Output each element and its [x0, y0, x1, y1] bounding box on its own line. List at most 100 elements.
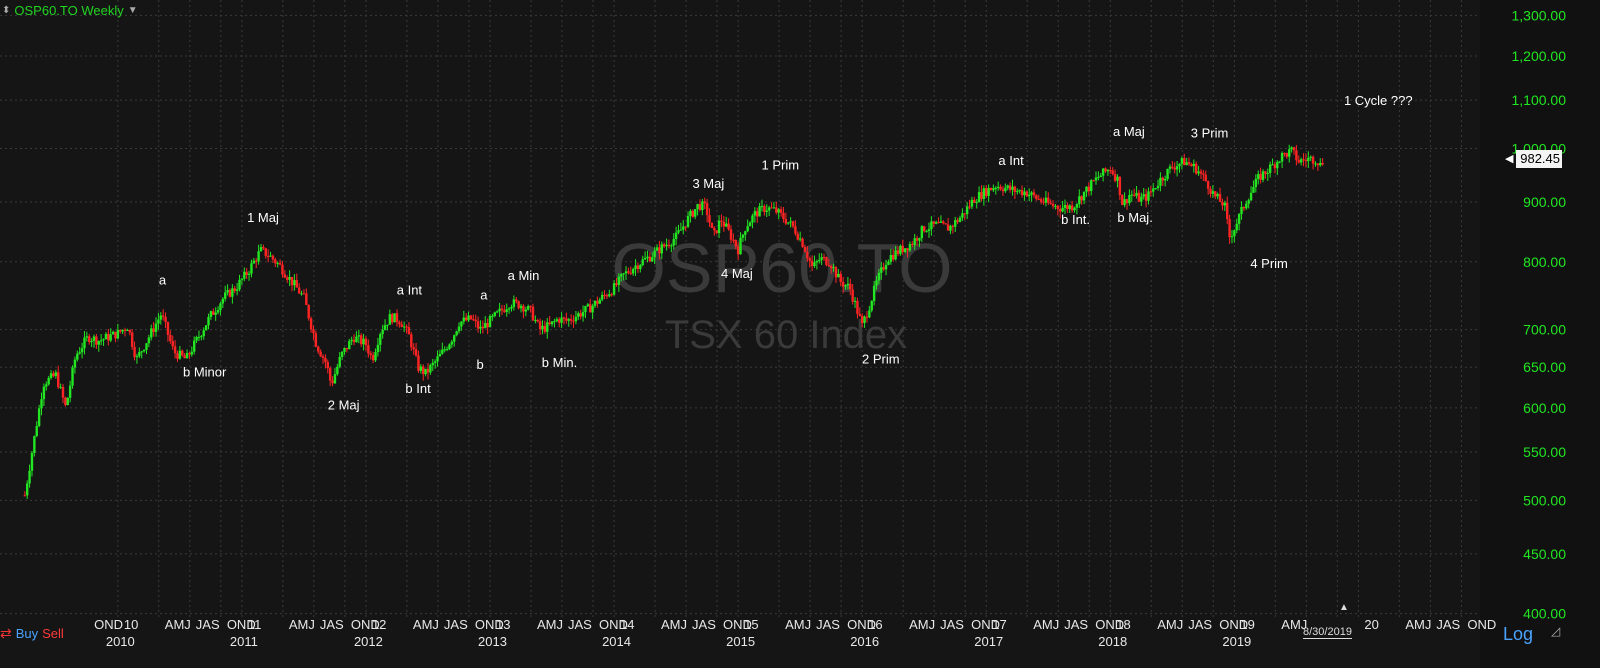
candle-body	[386, 324, 389, 326]
candle-body	[1295, 150, 1298, 161]
candle-body	[729, 229, 733, 240]
candle-body	[391, 314, 394, 323]
candle-body	[319, 351, 322, 357]
x-tick-label: AMJ	[661, 617, 687, 632]
candle-body	[121, 329, 124, 332]
symbol-title[interactable]: ⬍ OSP60.TO Weekly ▼	[2, 2, 138, 18]
candle-body	[66, 397, 69, 406]
candle-body	[314, 333, 318, 347]
candle-body	[894, 250, 897, 260]
candle-body	[631, 269, 635, 274]
candle-body	[23, 495, 27, 497]
candle-body	[1032, 192, 1036, 196]
candle-body	[1020, 190, 1024, 196]
resize-corner-icon[interactable]: ◿	[1551, 624, 1561, 638]
candle-body	[915, 238, 919, 241]
candle-body	[963, 213, 966, 215]
candle-body	[126, 329, 129, 331]
chevron-down-icon[interactable]: ▼	[127, 4, 138, 16]
candle-body	[1030, 192, 1033, 195]
candle-body	[88, 336, 91, 343]
log-scale-toggle[interactable]: Log	[1503, 624, 1534, 644]
candle-body	[1173, 167, 1176, 170]
candle-body	[674, 232, 678, 240]
candle-body	[1185, 162, 1188, 166]
trade-arrows-icon[interactable]: ⇄	[0, 624, 12, 641]
candle-body	[1211, 191, 1215, 194]
candle-body	[95, 336, 98, 345]
candle-body	[436, 356, 439, 362]
candle-body	[975, 202, 978, 204]
candle-body	[37, 408, 41, 426]
buy-button[interactable]: Buy	[15, 625, 39, 641]
candle-body	[150, 328, 153, 338]
candle-body	[822, 257, 826, 259]
candle-body	[806, 252, 809, 259]
candle-body	[350, 339, 353, 342]
candle-body	[128, 329, 131, 333]
candle-body	[364, 338, 368, 346]
candle-body	[1204, 174, 1207, 182]
symbol-label[interactable]: OSP60.TO Weekly	[14, 2, 124, 18]
candle-body	[42, 386, 46, 400]
candle-body	[443, 349, 446, 351]
candle-body	[161, 315, 165, 317]
x-tick-label: JAS	[1064, 617, 1088, 632]
candle-body	[1130, 194, 1133, 196]
candle-body	[856, 300, 859, 314]
candle-body	[944, 223, 947, 225]
candle-body	[321, 356, 325, 358]
candle-body	[324, 357, 327, 363]
candle-body	[756, 211, 759, 217]
candle-body	[973, 199, 976, 203]
candle-body	[216, 310, 220, 313]
candle-body	[1061, 207, 1064, 212]
candle-body	[1221, 201, 1224, 206]
candle-body	[1008, 185, 1012, 190]
candle-body	[448, 344, 451, 350]
sell-button[interactable]: Sell	[42, 625, 64, 641]
wave-label: 1 Cycle ???	[1344, 93, 1413, 108]
candle-body	[662, 244, 666, 247]
candle-body	[83, 337, 86, 349]
candle-body	[808, 258, 811, 261]
candle-body	[1027, 194, 1031, 197]
candle-body	[646, 256, 649, 258]
x-tick-label: JAS	[1188, 617, 1212, 632]
candle-body	[579, 313, 582, 317]
sort-arrows-icon[interactable]: ⬍	[2, 4, 11, 16]
candle-body	[744, 231, 747, 235]
candle-body	[510, 306, 513, 309]
candle-body	[1066, 205, 1069, 210]
candle-body	[987, 187, 990, 196]
candle-body	[1273, 164, 1277, 169]
candle-body	[123, 329, 127, 331]
candle-body	[1235, 223, 1238, 231]
candle-body	[889, 255, 893, 262]
candle-body	[345, 347, 349, 350]
candle-body	[612, 283, 616, 295]
candle-body	[899, 245, 902, 254]
candle-body	[1178, 163, 1181, 167]
candle-body	[655, 247, 659, 251]
candle-body	[1264, 171, 1267, 174]
candle-body	[620, 274, 623, 277]
candle-body	[1099, 175, 1102, 178]
y-tick-label: 450.00	[1523, 546, 1566, 562]
candle-body	[689, 210, 692, 217]
candle-body	[541, 325, 544, 330]
candle-body	[1206, 181, 1210, 189]
candle-body	[996, 186, 1000, 188]
candle-body	[1261, 171, 1265, 180]
candle-body	[1190, 164, 1193, 167]
candle-body	[1085, 186, 1088, 192]
candle-body	[965, 206, 969, 215]
candle-body	[705, 203, 709, 216]
candle-body	[457, 326, 461, 332]
candle-body	[491, 315, 494, 317]
candle-body	[818, 259, 821, 262]
candle-body	[212, 311, 215, 315]
candle-body	[1180, 158, 1184, 164]
